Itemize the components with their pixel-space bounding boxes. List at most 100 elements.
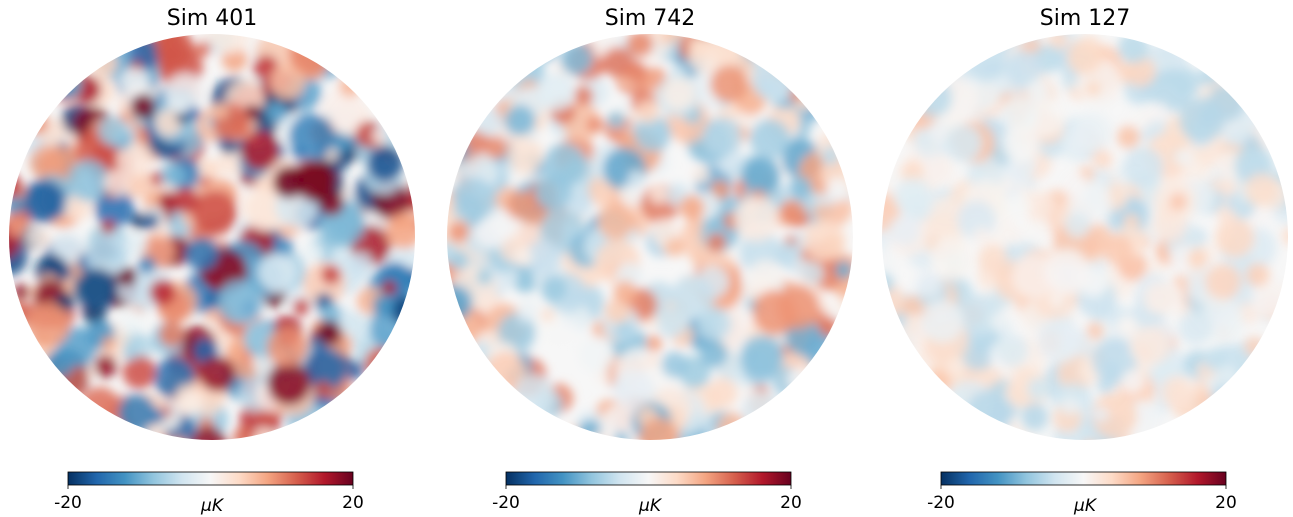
sky-blob bbox=[789, 176, 812, 199]
sky-blob bbox=[339, 75, 361, 97]
sky-blob bbox=[1021, 403, 1048, 430]
sky-blob bbox=[506, 191, 535, 220]
sky-blob bbox=[1161, 376, 1194, 409]
sky-blob bbox=[254, 427, 274, 447]
sky-blob bbox=[1103, 234, 1134, 265]
sky-blob bbox=[707, 233, 727, 253]
sky-blob bbox=[689, 37, 711, 59]
sky-blob bbox=[94, 355, 117, 378]
sky-blob bbox=[186, 107, 200, 121]
sky-blob bbox=[923, 154, 955, 186]
sky-blob bbox=[889, 215, 920, 246]
sky-blob bbox=[1205, 264, 1241, 300]
sky-blob bbox=[1198, 393, 1215, 410]
sky-blob bbox=[945, 125, 983, 163]
sky-blob bbox=[873, 273, 894, 294]
sky-blob bbox=[173, 187, 199, 213]
sky-blob bbox=[629, 170, 644, 185]
sky-blob bbox=[1178, 311, 1212, 345]
sky-blob bbox=[1169, 193, 1187, 211]
sky-blob bbox=[104, 170, 130, 196]
sky-blob bbox=[347, 252, 373, 278]
sky-blob bbox=[551, 323, 580, 352]
sky-blob bbox=[662, 352, 688, 378]
sky-blob bbox=[199, 356, 235, 392]
sky-blob bbox=[639, 418, 679, 458]
sky-blob bbox=[321, 265, 341, 285]
sky-blob bbox=[914, 78, 952, 116]
sky-blob bbox=[821, 147, 840, 166]
sky-blob bbox=[1026, 80, 1049, 103]
colorbar bbox=[506, 472, 791, 485]
sky-blob bbox=[143, 213, 159, 229]
sky-blob bbox=[391, 296, 420, 325]
sky-blob bbox=[1067, 39, 1102, 74]
sky-blob bbox=[1086, 81, 1101, 96]
sky-blob bbox=[446, 165, 461, 180]
sky-blob bbox=[1199, 66, 1219, 86]
sky-blob bbox=[752, 57, 796, 101]
sky-blob bbox=[1005, 194, 1030, 219]
sky-blob bbox=[663, 77, 696, 110]
sky-blob bbox=[1048, 100, 1066, 118]
sky-blob bbox=[1175, 149, 1193, 167]
sky-blob bbox=[1118, 32, 1149, 63]
sky-blob bbox=[835, 261, 853, 279]
sky-blob bbox=[712, 38, 742, 68]
sky-blob bbox=[540, 276, 567, 303]
sky-blob bbox=[787, 367, 812, 392]
sky-blob bbox=[1093, 150, 1113, 170]
sky-blob bbox=[613, 368, 653, 408]
colorbar-tick-label: 20 bbox=[1215, 493, 1237, 513]
sky-blob bbox=[1119, 315, 1137, 333]
sky-blob bbox=[649, 184, 668, 203]
sky-blob bbox=[189, 427, 227, 465]
sky-blob bbox=[1244, 337, 1264, 357]
sky-blob bbox=[710, 65, 748, 103]
sky-blob bbox=[450, 251, 469, 270]
sky-blob bbox=[505, 105, 536, 136]
sky-blob bbox=[1082, 440, 1099, 457]
sky-blob bbox=[1003, 126, 1039, 162]
sky-blob bbox=[365, 347, 398, 380]
sky-blob bbox=[1060, 396, 1079, 415]
sky-blob bbox=[314, 381, 332, 399]
sky-blob bbox=[265, 101, 286, 122]
sky-blob bbox=[22, 180, 65, 223]
sky-blob bbox=[1211, 386, 1236, 411]
sky-blob bbox=[1188, 248, 1208, 268]
sky-blob bbox=[289, 30, 333, 74]
sky-blob bbox=[578, 336, 615, 373]
sky-blob bbox=[862, 245, 894, 277]
sky-blob bbox=[267, 362, 311, 406]
sky-blob bbox=[165, 74, 206, 115]
sky-blob bbox=[1044, 249, 1090, 295]
sky-blob bbox=[894, 177, 932, 215]
sky-blob bbox=[990, 312, 1007, 329]
sky-blob bbox=[536, 41, 557, 62]
panel-title: Sim 742 bbox=[605, 6, 696, 31]
sky-blob bbox=[1027, 377, 1050, 400]
sky-blob bbox=[996, 334, 1028, 366]
sky-blob bbox=[241, 131, 280, 170]
sky-blob bbox=[155, 29, 194, 68]
sky-blob bbox=[178, 391, 203, 416]
sky-blob bbox=[293, 298, 310, 315]
sky-blob bbox=[925, 369, 951, 395]
sky-blob bbox=[159, 322, 184, 347]
sky-blob bbox=[373, 295, 395, 317]
sky-blob bbox=[589, 433, 608, 452]
sky-blob bbox=[622, 59, 646, 83]
colorbar-tick-label: -20 bbox=[492, 493, 520, 513]
sky-blob bbox=[101, 220, 115, 234]
figure: Sim 401-2020μKSim 742-2020μKSim 127-2020… bbox=[0, 0, 1293, 517]
colorbar-tick-label: 20 bbox=[342, 493, 364, 513]
sky-blob bbox=[124, 233, 147, 256]
sky-blob bbox=[120, 67, 149, 96]
sky-blob bbox=[295, 160, 337, 202]
sky-blob bbox=[780, 200, 806, 226]
sky-blob bbox=[212, 103, 228, 119]
sky-blob bbox=[81, 387, 120, 426]
sky-blob bbox=[740, 335, 784, 379]
sky-blob bbox=[122, 346, 137, 361]
